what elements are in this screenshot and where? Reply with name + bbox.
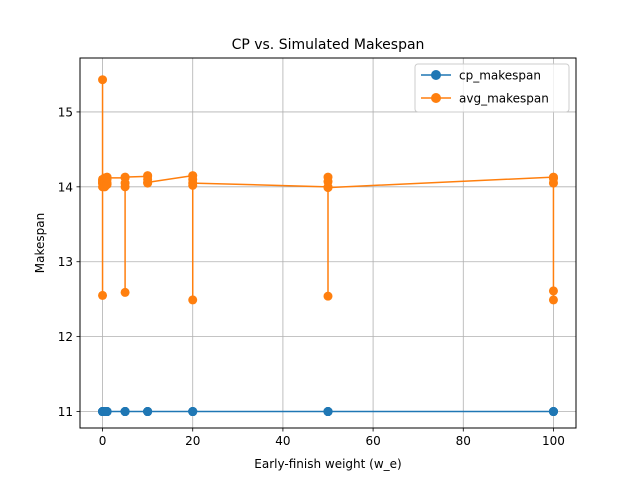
data-point-avg-makespan <box>323 291 333 301</box>
x-tick-label: 0 <box>99 434 107 448</box>
legend-marker-cp-makespan <box>431 70 441 80</box>
y-tick-label: 15 <box>58 105 73 119</box>
data-point-avg-makespan <box>143 171 153 181</box>
data-point-avg-makespan <box>102 180 112 190</box>
legend-label-avg-makespan: avg_makespan <box>459 92 549 106</box>
data-point-avg-makespan <box>188 178 198 188</box>
data-point-avg-makespan <box>188 295 198 305</box>
x-axis-label: Early-finish weight (w_e) <box>254 457 401 471</box>
legend-marker-avg-makespan <box>431 93 441 103</box>
y-tick-label: 11 <box>58 405 73 419</box>
data-point-cp-makespan <box>323 407 333 417</box>
data-point-avg-makespan <box>102 173 112 183</box>
x-tick-label: 60 <box>365 434 380 448</box>
x-tick-label: 80 <box>456 434 471 448</box>
x-tick-label: 20 <box>185 434 200 448</box>
x-tick-label: 100 <box>542 434 565 448</box>
legend-box <box>414 63 570 113</box>
axis-ticks: 0 20 40 60 80 100 11 12 13 14 15 <box>58 105 565 448</box>
series-layer <box>98 75 558 417</box>
y-axis-label: Makespan <box>33 213 47 273</box>
data-point-avg-makespan <box>323 183 333 193</box>
data-point-cp-makespan <box>120 407 130 417</box>
data-point-cp-makespan <box>548 407 558 417</box>
data-point-cp-makespan <box>102 407 112 417</box>
data-point-avg-makespan <box>120 172 130 182</box>
y-tick-label: 13 <box>58 255 73 269</box>
data-point-avg-makespan <box>548 286 558 296</box>
data-point-cp-makespan <box>143 407 153 417</box>
x-tick-label: 40 <box>275 434 290 448</box>
data-point-avg-makespan <box>98 290 108 300</box>
y-tick-label: 12 <box>58 330 73 344</box>
data-point-avg-makespan <box>548 174 558 184</box>
chart-title: CP vs. Simulated Makespan <box>232 37 425 53</box>
legend: cp_makespan avg_makespan <box>414 63 570 113</box>
data-point-avg-makespan <box>143 177 153 187</box>
legend-label-cp-makespan: cp_makespan <box>459 69 541 83</box>
data-point-avg-makespan <box>548 295 558 305</box>
y-tick-label: 14 <box>58 180 73 194</box>
data-point-cp-makespan <box>188 407 198 417</box>
data-point-avg-makespan <box>98 75 108 85</box>
plot-area <box>79 57 577 429</box>
data-point-avg-makespan <box>120 287 130 297</box>
